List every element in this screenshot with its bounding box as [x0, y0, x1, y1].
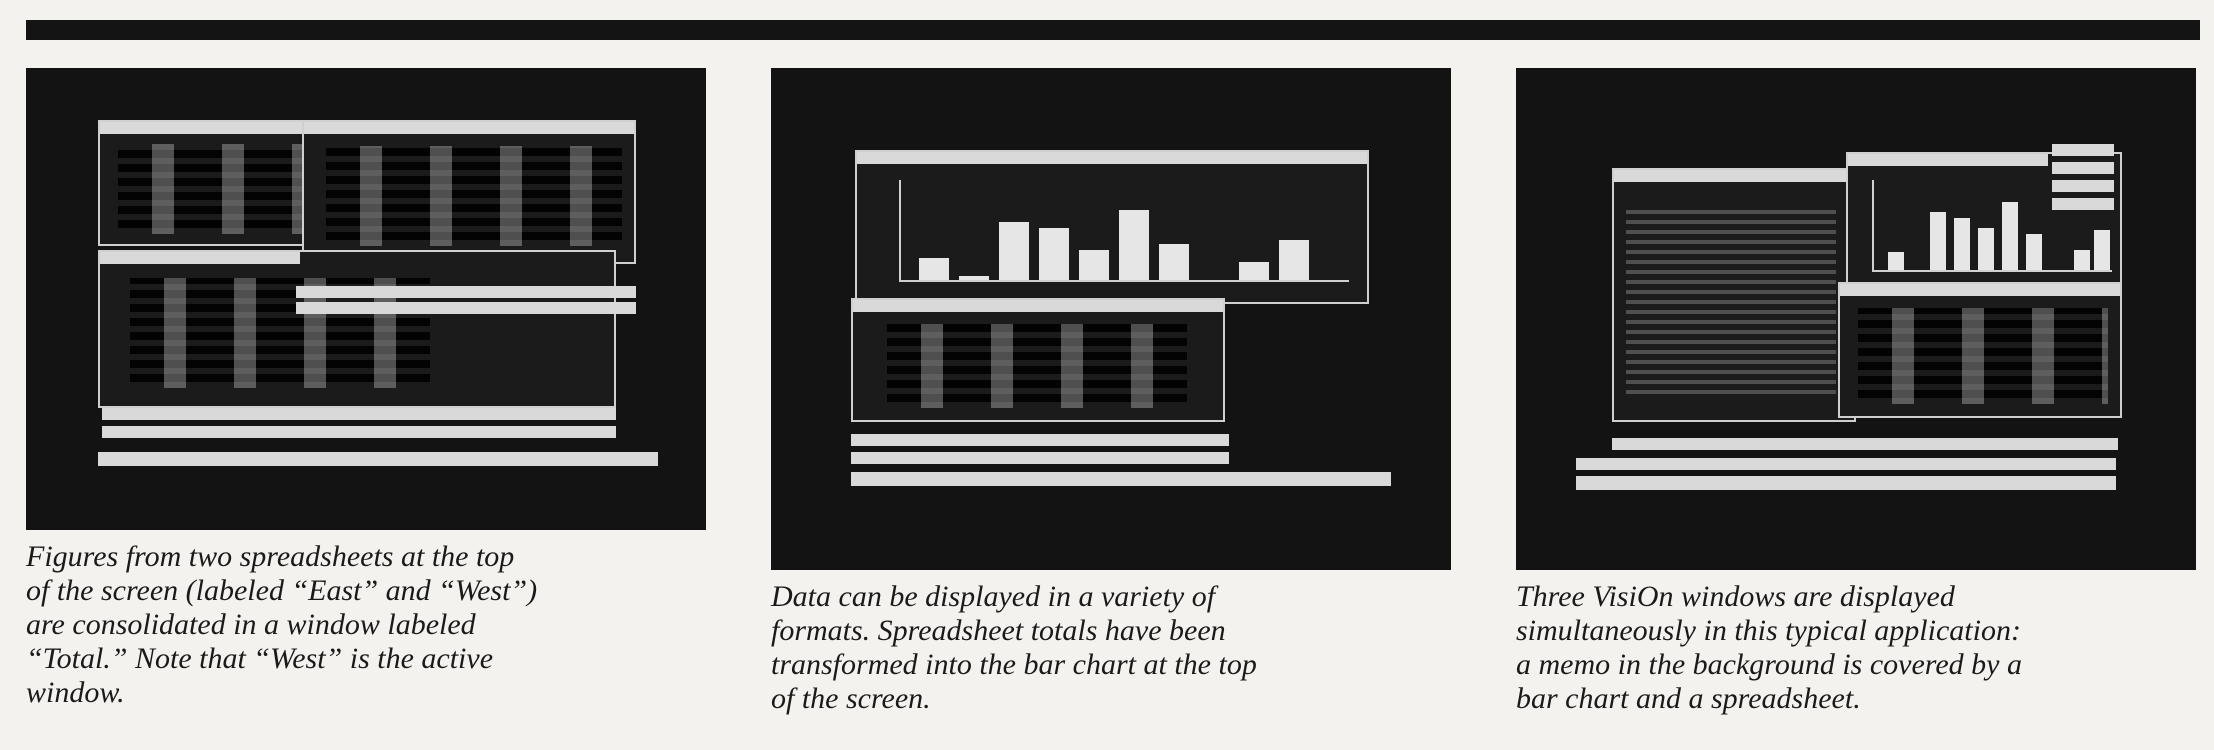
bar-mark	[1119, 210, 1149, 280]
top-rule	[26, 20, 2200, 40]
caption: Data can be displayed in a variety of fo…	[771, 580, 1257, 715]
bar-mark	[1239, 262, 1269, 280]
memo-title-bar	[1614, 170, 1854, 182]
total-title-bar	[1840, 284, 2120, 296]
west-title-bar	[304, 122, 634, 134]
screenshot-visi-on	[1516, 68, 2196, 570]
status-bar	[851, 452, 1229, 464]
plot-window	[855, 150, 1369, 304]
command-bar	[1612, 438, 2118, 450]
west-window	[302, 120, 636, 264]
command-bar	[102, 426, 616, 438]
x-axis	[1872, 270, 2112, 272]
y-axis	[899, 180, 901, 280]
x-axis	[899, 280, 1349, 282]
bar-mark	[1039, 228, 1069, 280]
memo-text	[1626, 210, 1836, 400]
total-window	[851, 298, 1225, 422]
bar-mark	[919, 258, 949, 280]
total-title-bar	[100, 252, 300, 264]
bar-mark	[1888, 252, 1904, 270]
west-cells	[326, 146, 622, 246]
figure-bar-chart: Data can be displayed in a variety of fo…	[771, 68, 1451, 716]
bar-mark	[999, 222, 1029, 280]
y-axis	[1872, 180, 1874, 270]
bar-mark	[1978, 228, 1994, 270]
total-window	[98, 250, 616, 408]
east-cells	[118, 144, 318, 234]
west-command-bar	[296, 302, 636, 314]
system-menu-bar	[1576, 476, 2116, 490]
status-bar	[102, 408, 616, 420]
screenshot-plot	[771, 68, 1451, 570]
prompt-bar	[1576, 458, 2116, 470]
total-cells	[1858, 308, 2108, 404]
bar-mark	[959, 276, 989, 280]
plot-title-bar	[857, 152, 1367, 164]
east-title-bar	[100, 122, 328, 134]
bar-mark	[2026, 234, 2042, 270]
caption: Figures from two spreadsheets at the top…	[26, 540, 538, 709]
bar-mark	[1159, 244, 1189, 280]
caption: Three VisiOn windows are displayed simul…	[1516, 580, 2022, 715]
bar-mark	[1079, 250, 1109, 280]
east-window	[98, 120, 330, 246]
figure-east-west-total: Figures from two spreadsheets at the top…	[26, 68, 706, 710]
screenshot-spreadsheets	[26, 68, 706, 530]
total-title-bar	[853, 300, 1223, 312]
menu-item	[2052, 180, 2114, 192]
plot-title-bar	[1848, 154, 2048, 166]
bar-mark	[2094, 230, 2110, 270]
command-bar	[851, 434, 1229, 446]
plot-window	[1846, 152, 2122, 284]
bar-mark	[1279, 240, 1309, 280]
total-cells	[887, 324, 1187, 408]
bar-mark	[1954, 218, 1970, 270]
bar-mark	[1930, 212, 1946, 270]
system-menu-bar	[851, 472, 1391, 486]
menu-item	[2052, 144, 2114, 156]
figure-three-windows: Three VisiOn windows are displayed simul…	[1516, 68, 2196, 716]
menu-item	[2052, 162, 2114, 174]
bar-mark	[2002, 202, 2018, 270]
menu-item	[2052, 198, 2114, 210]
system-menu-bar	[98, 452, 658, 466]
bar-mark	[2074, 250, 2090, 270]
memo-window	[1612, 168, 1856, 422]
west-menu-bar	[296, 286, 636, 298]
total-window	[1838, 282, 2122, 418]
